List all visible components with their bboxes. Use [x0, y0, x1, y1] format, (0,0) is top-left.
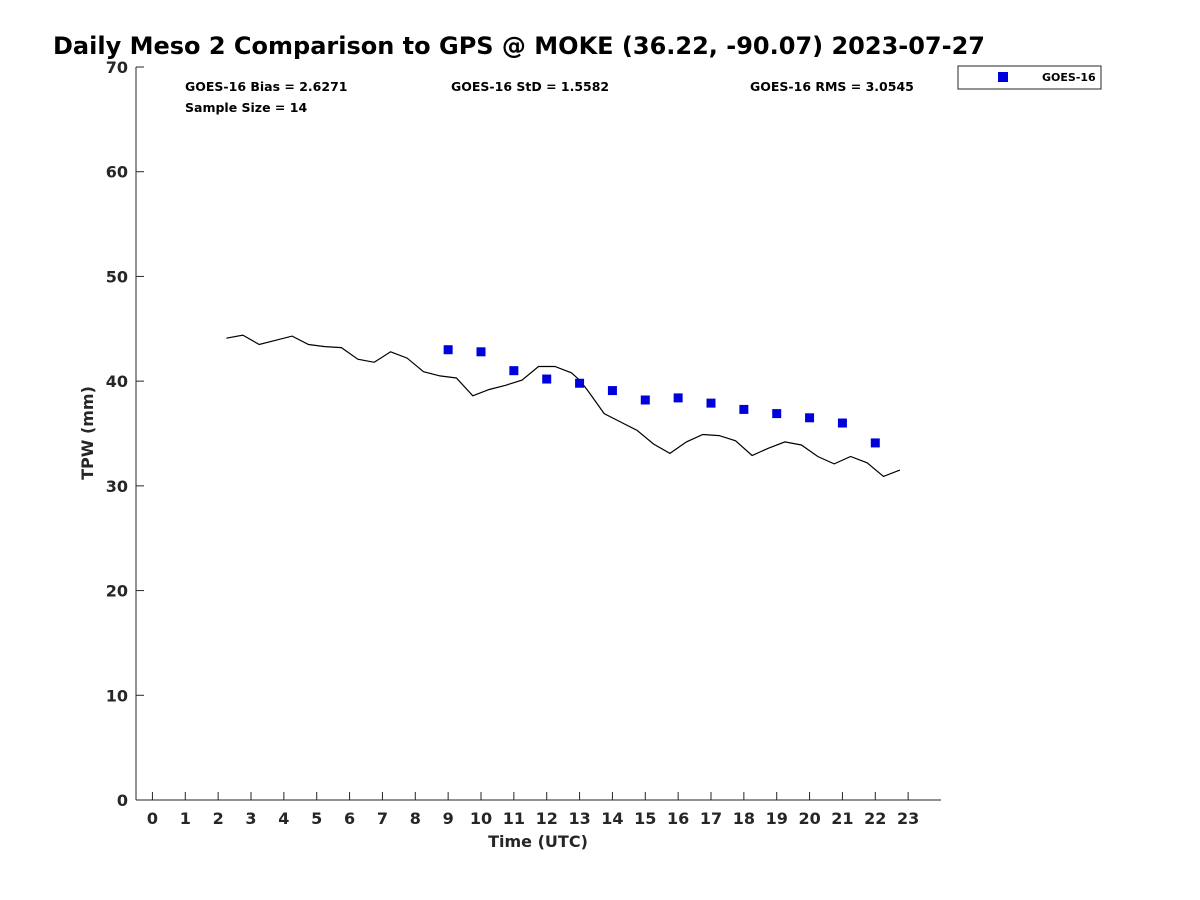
legend-label-goes-16: GOES-16	[1042, 71, 1096, 84]
x-tick-label: 22	[864, 809, 886, 828]
legend: GOES-16	[957, 65, 1102, 90]
goes-16-point	[542, 374, 552, 384]
x-tick-label: 14	[601, 809, 623, 828]
goes-16-point	[476, 347, 486, 357]
goes-16-point	[837, 418, 847, 428]
goes-16-point	[870, 438, 880, 448]
y-tick-label: 60	[106, 163, 128, 182]
goes-16-point	[607, 386, 617, 396]
x-tick-label: 5	[311, 809, 322, 828]
x-tick-label: 23	[897, 809, 919, 828]
x-tick-label: 10	[470, 809, 492, 828]
y-tick-label: 10	[106, 686, 128, 705]
goes-16-point	[805, 413, 815, 423]
goes-16-point	[772, 409, 782, 419]
x-tick-label: 3	[245, 809, 256, 828]
x-tick-label: 19	[766, 809, 788, 828]
y-tick-label: 20	[106, 582, 128, 601]
gps-line	[226, 334, 901, 478]
x-tick-label: 4	[278, 809, 289, 828]
sample-size-stat: Sample Size = 14	[185, 100, 307, 115]
goes-16-point	[509, 366, 519, 376]
x-tick-label: 13	[568, 809, 590, 828]
std-stat: GOES-16 StD = 1.5582	[451, 79, 609, 94]
y-tick-label: 30	[106, 477, 128, 496]
x-tick-label: 20	[798, 809, 820, 828]
x-tick-label: 7	[377, 809, 388, 828]
x-tick-label: 1	[180, 809, 191, 828]
y-tick-label: 0	[117, 791, 128, 810]
goes-16-point	[443, 345, 453, 355]
x-axis-ticks: 0 1 2 3 4 5 6 7 8 9 10 11 12 13 14 15 16 17 18 19 20 21 22 23	[147, 792, 919, 828]
goes-16-point	[673, 393, 683, 403]
rms-stat: GOES-16 RMS = 3.0545	[750, 79, 914, 94]
x-tick-label: 6	[344, 809, 355, 828]
gps-line-series	[226, 334, 901, 478]
x-tick-label: 17	[700, 809, 722, 828]
x-tick-label: 18	[733, 809, 755, 828]
x-tick-label: 12	[536, 809, 558, 828]
legend-marker-goes-16	[998, 72, 1008, 82]
x-axis-label: Time (UTC)	[488, 832, 588, 851]
legend-box	[957, 65, 1102, 90]
x-tick-label: 9	[443, 809, 454, 828]
goes-16-scatter-series	[443, 345, 880, 448]
x-tick-label: 15	[634, 809, 656, 828]
x-tick-label: 8	[410, 809, 421, 828]
goes-16-point	[575, 378, 585, 388]
x-tick-label: 16	[667, 809, 689, 828]
y-tick-label: 50	[106, 267, 128, 286]
chart-title: Daily Meso 2 Comparison to GPS @ MOKE (3…	[53, 32, 985, 60]
y-axis-label: TPW (mm)	[78, 386, 97, 480]
goes-16-point	[640, 395, 650, 405]
goes-16-point	[739, 404, 749, 414]
x-tick-label: 2	[213, 809, 224, 828]
y-axis-ticks: 0 10 20 30 40 50 60 70	[106, 58, 144, 810]
bias-stat: GOES-16 Bias = 2.6271	[185, 79, 347, 94]
x-tick-label: 21	[831, 809, 853, 828]
x-tick-label: 0	[147, 809, 158, 828]
y-tick-label: 70	[106, 58, 128, 77]
y-tick-label: 40	[106, 372, 128, 391]
x-tick-label: 11	[503, 809, 525, 828]
goes-16-point	[706, 398, 716, 408]
